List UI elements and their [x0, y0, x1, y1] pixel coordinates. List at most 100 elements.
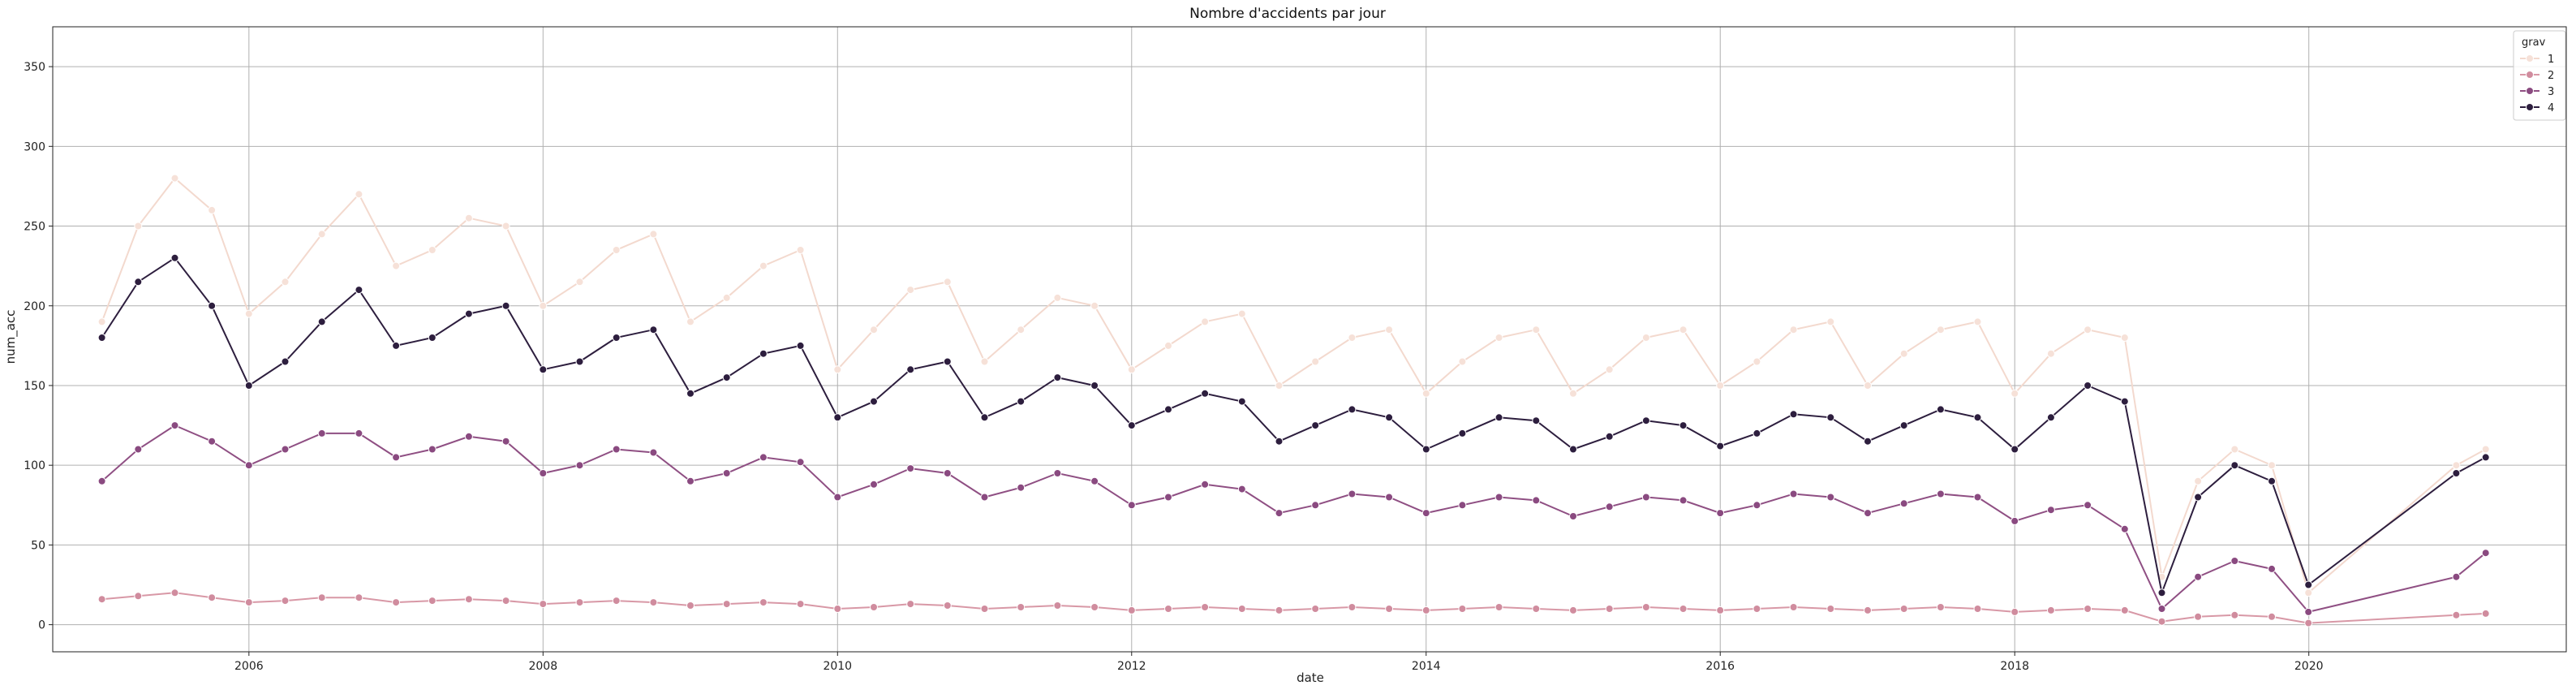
legend-marker	[2526, 87, 2534, 95]
data-point	[1275, 606, 1284, 614]
data-point	[575, 598, 584, 607]
data-point	[2304, 607, 2313, 616]
data-point	[1090, 381, 1099, 390]
series-3	[97, 421, 2490, 616]
data-point	[980, 605, 989, 613]
data-point	[97, 476, 106, 485]
data-point	[1641, 493, 1650, 502]
data-point	[1053, 293, 1062, 302]
data-point	[501, 222, 510, 231]
data-point	[1017, 325, 1026, 334]
y-tick-label: 50	[31, 539, 45, 552]
data-point	[317, 230, 326, 239]
data-point	[1164, 405, 1172, 414]
data-point	[2084, 381, 2092, 390]
data-point	[2010, 516, 2019, 525]
data-point	[2046, 506, 2055, 515]
data-point	[208, 301, 217, 310]
data-point	[1605, 502, 1614, 511]
data-point	[1311, 421, 1320, 430]
y-axis-label: num_acc	[3, 310, 19, 364]
data-point	[1458, 357, 1467, 366]
legend-item-4: 4	[2520, 102, 2554, 114]
data-point	[575, 461, 584, 470]
data-point	[1789, 603, 1798, 611]
data-point	[134, 592, 143, 601]
data-point	[1532, 325, 1541, 334]
data-point	[1127, 421, 1136, 430]
data-point	[1275, 509, 1284, 518]
series-4	[97, 253, 2490, 597]
data-point	[575, 278, 584, 287]
data-point	[2010, 445, 2019, 454]
data-point	[501, 597, 510, 606]
data-point	[2194, 493, 2203, 502]
data-point	[1385, 493, 1394, 502]
data-point	[1826, 413, 1835, 422]
data-point	[1973, 413, 1982, 422]
data-point	[1237, 485, 1246, 494]
data-point	[870, 325, 878, 334]
legend-label: 3	[2548, 86, 2554, 98]
data-point	[1789, 410, 1798, 419]
legend-label: 4	[2548, 102, 2554, 114]
data-point	[1826, 317, 1835, 326]
data-point	[1090, 603, 1099, 611]
data-point	[464, 595, 473, 604]
data-point	[796, 458, 805, 467]
data-point	[943, 469, 952, 477]
data-point	[1899, 421, 1908, 430]
data-point	[1679, 496, 1688, 505]
data-point	[539, 469, 548, 477]
data-point	[759, 261, 768, 270]
data-point	[1716, 442, 1725, 450]
data-point	[722, 373, 731, 382]
data-point	[208, 593, 217, 602]
data-point	[2120, 397, 2129, 406]
data-point	[1864, 437, 1872, 446]
data-point	[1311, 605, 1320, 613]
data-point	[1164, 605, 1172, 613]
data-point	[1569, 512, 1577, 520]
data-point	[134, 278, 143, 287]
data-point	[2304, 580, 2313, 589]
data-point	[1752, 501, 1761, 510]
data-point	[833, 413, 842, 422]
data-point	[1864, 509, 1872, 518]
x-tick-label: 2008	[528, 660, 557, 673]
data-point	[2268, 476, 2276, 485]
data-point	[612, 445, 621, 454]
data-point	[464, 213, 473, 222]
data-point	[1864, 606, 1872, 614]
data-point	[612, 334, 621, 342]
data-point	[281, 445, 290, 454]
data-point	[649, 448, 658, 457]
data-point	[1017, 603, 1026, 611]
data-point	[1385, 605, 1394, 613]
x-tick-label: 2006	[234, 660, 264, 673]
data-point	[134, 445, 143, 454]
data-point	[1458, 605, 1467, 613]
data-point	[722, 469, 731, 477]
data-point	[1201, 480, 1210, 489]
data-point	[281, 278, 290, 287]
data-point	[464, 309, 473, 318]
data-point	[1569, 389, 1577, 398]
data-point	[428, 334, 437, 342]
data-point	[244, 381, 253, 390]
data-point	[244, 598, 253, 607]
data-point	[2304, 619, 2313, 627]
data-point	[2157, 617, 2166, 626]
data-point	[1641, 334, 1650, 342]
data-point	[1936, 603, 1945, 611]
data-point	[2194, 612, 2203, 621]
data-point	[2084, 605, 2092, 613]
data-point	[1127, 606, 1136, 614]
data-point	[1605, 605, 1614, 613]
data-point	[796, 341, 805, 350]
data-point	[134, 222, 143, 231]
data-point	[1311, 501, 1320, 510]
data-point	[1936, 489, 1945, 498]
data-point	[1017, 397, 1026, 406]
